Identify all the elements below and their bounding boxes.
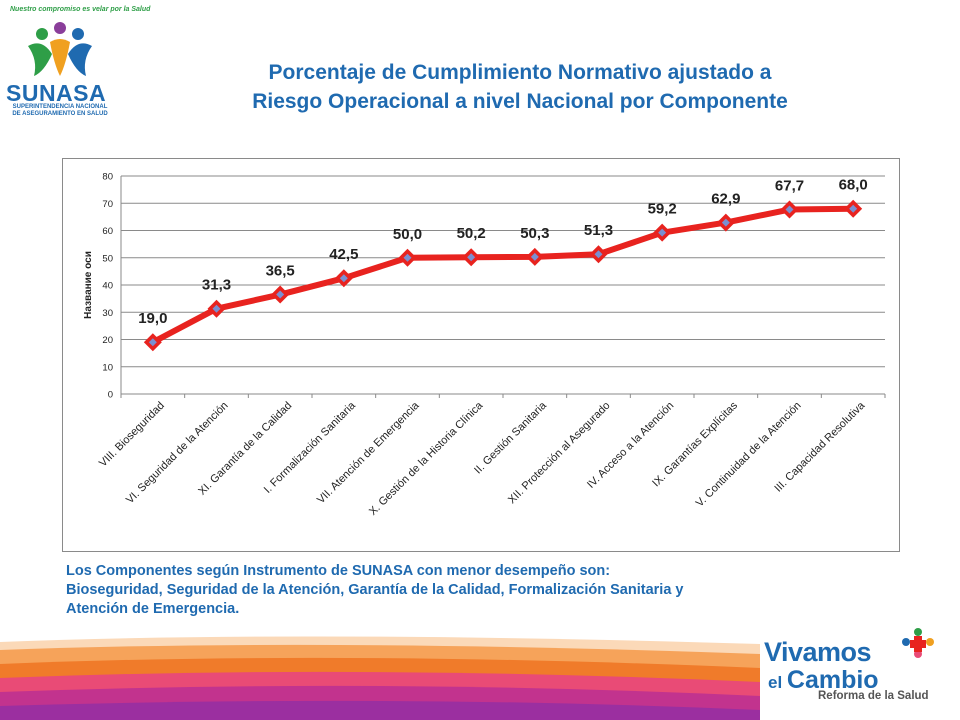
data-point-center (467, 253, 476, 262)
y-axis-title: Название оси (83, 251, 94, 319)
x-tick-label: XII. Protección al Asegurado (506, 400, 613, 507)
data-label: 50,2 (457, 225, 486, 242)
y-tick-label: 40 (102, 281, 113, 292)
sunasa-motto: Nuestro compromiso es velar por la Salud (10, 6, 151, 13)
x-tick-label: VII. Atención de Emergencia (315, 399, 422, 506)
data-label: 50,0 (393, 226, 422, 243)
x-tick-label: V. Continuidad de la Atención (694, 400, 804, 510)
sunasa-emblem-icon (28, 22, 92, 76)
y-tick-label: 80 (102, 172, 113, 183)
conclusion-line3: Atención de Emergencia. (66, 601, 240, 617)
data-label: 51,3 (584, 222, 613, 239)
data-label: 42,5 (329, 246, 358, 263)
data-label: 36,5 (266, 263, 295, 280)
data-point-center (594, 250, 603, 259)
data-point-center (658, 228, 667, 237)
vivamos-word: Vivamos (764, 637, 872, 667)
sunasa-subtitle: SUPERINTENDENCIA NACIONAL DE ASEGURAMIEN… (6, 104, 114, 118)
data-label: 31,3 (202, 277, 231, 294)
page-title: Porcentaje de Cumplimiento Normativo aju… (170, 58, 870, 116)
data-point-center (785, 205, 794, 214)
line-chart: 0 10 20 30 40 50 60 70 80 Название оси 19,0 31,3 36,… (83, 172, 886, 518)
page-title-line2: Riesgo Operacional a nivel Nacional por … (252, 90, 788, 113)
data-label: 50,3 (520, 225, 549, 242)
conclusion-line1: Los Componentes según Instrumento de SUN… (66, 563, 611, 579)
x-tick-label: VI. Seguridad de la Atención (124, 400, 231, 507)
el-word: el (768, 673, 787, 692)
x-tick-label: VIII. Bioseguridad (97, 400, 167, 470)
conclusion-text: Los Componentes según Instrumento de SUN… (66, 562, 886, 619)
sunasa-subtitle-line2: DE ASEGURAMIENTO EN SALUD (12, 111, 108, 117)
decorative-waves (0, 636, 760, 720)
data-label: 19,0 (138, 310, 167, 327)
el-cambio-word: el Cambio (768, 666, 879, 695)
conclusion-line2: Bioseguridad, Seguridad de la Atención, … (66, 582, 684, 598)
data-point-center (212, 304, 221, 313)
data-point-center (849, 204, 858, 213)
data-point-center (721, 218, 730, 227)
data-label: 67,7 (775, 178, 804, 195)
series-line (149, 205, 857, 346)
sunasa-wordmark: SUNASA (6, 80, 107, 106)
reforma-tagline: Reforma de la Salud (818, 690, 929, 702)
chart-frame: 0 10 20 30 40 50 60 70 80 Название оси 19,0 31,3 36,… (62, 158, 900, 552)
y-tick-label: 20 (102, 335, 113, 346)
data-label: 59,2 (648, 201, 677, 218)
sunasa-subtitle-line1: SUPERINTENDENCIA NACIONAL (12, 104, 108, 110)
data-point-center (339, 274, 348, 283)
vivamos-logo-icon (760, 622, 956, 702)
y-tick-label: 50 (102, 253, 113, 264)
y-tick-label: 30 (102, 308, 113, 319)
data-point-center (276, 290, 285, 299)
data-label: 62,9 (711, 191, 740, 208)
y-tick-label: 70 (102, 199, 113, 210)
data-point-center (148, 338, 157, 347)
x-tick-label: X. Gestión de la Historia Clínica (367, 399, 486, 518)
data-label: 68,0 (839, 177, 868, 194)
data-point-center (530, 252, 539, 261)
y-tick-label: 10 (102, 362, 113, 373)
page-title-line1: Porcentaje de Cumplimiento Normativo aju… (268, 61, 772, 84)
y-tick-label: 0 (108, 390, 113, 401)
sunasa-logo (4, 2, 116, 126)
y-tick-label: 60 (102, 226, 113, 237)
cambio-word: Cambio (786, 666, 879, 694)
data-point-center (403, 253, 412, 262)
